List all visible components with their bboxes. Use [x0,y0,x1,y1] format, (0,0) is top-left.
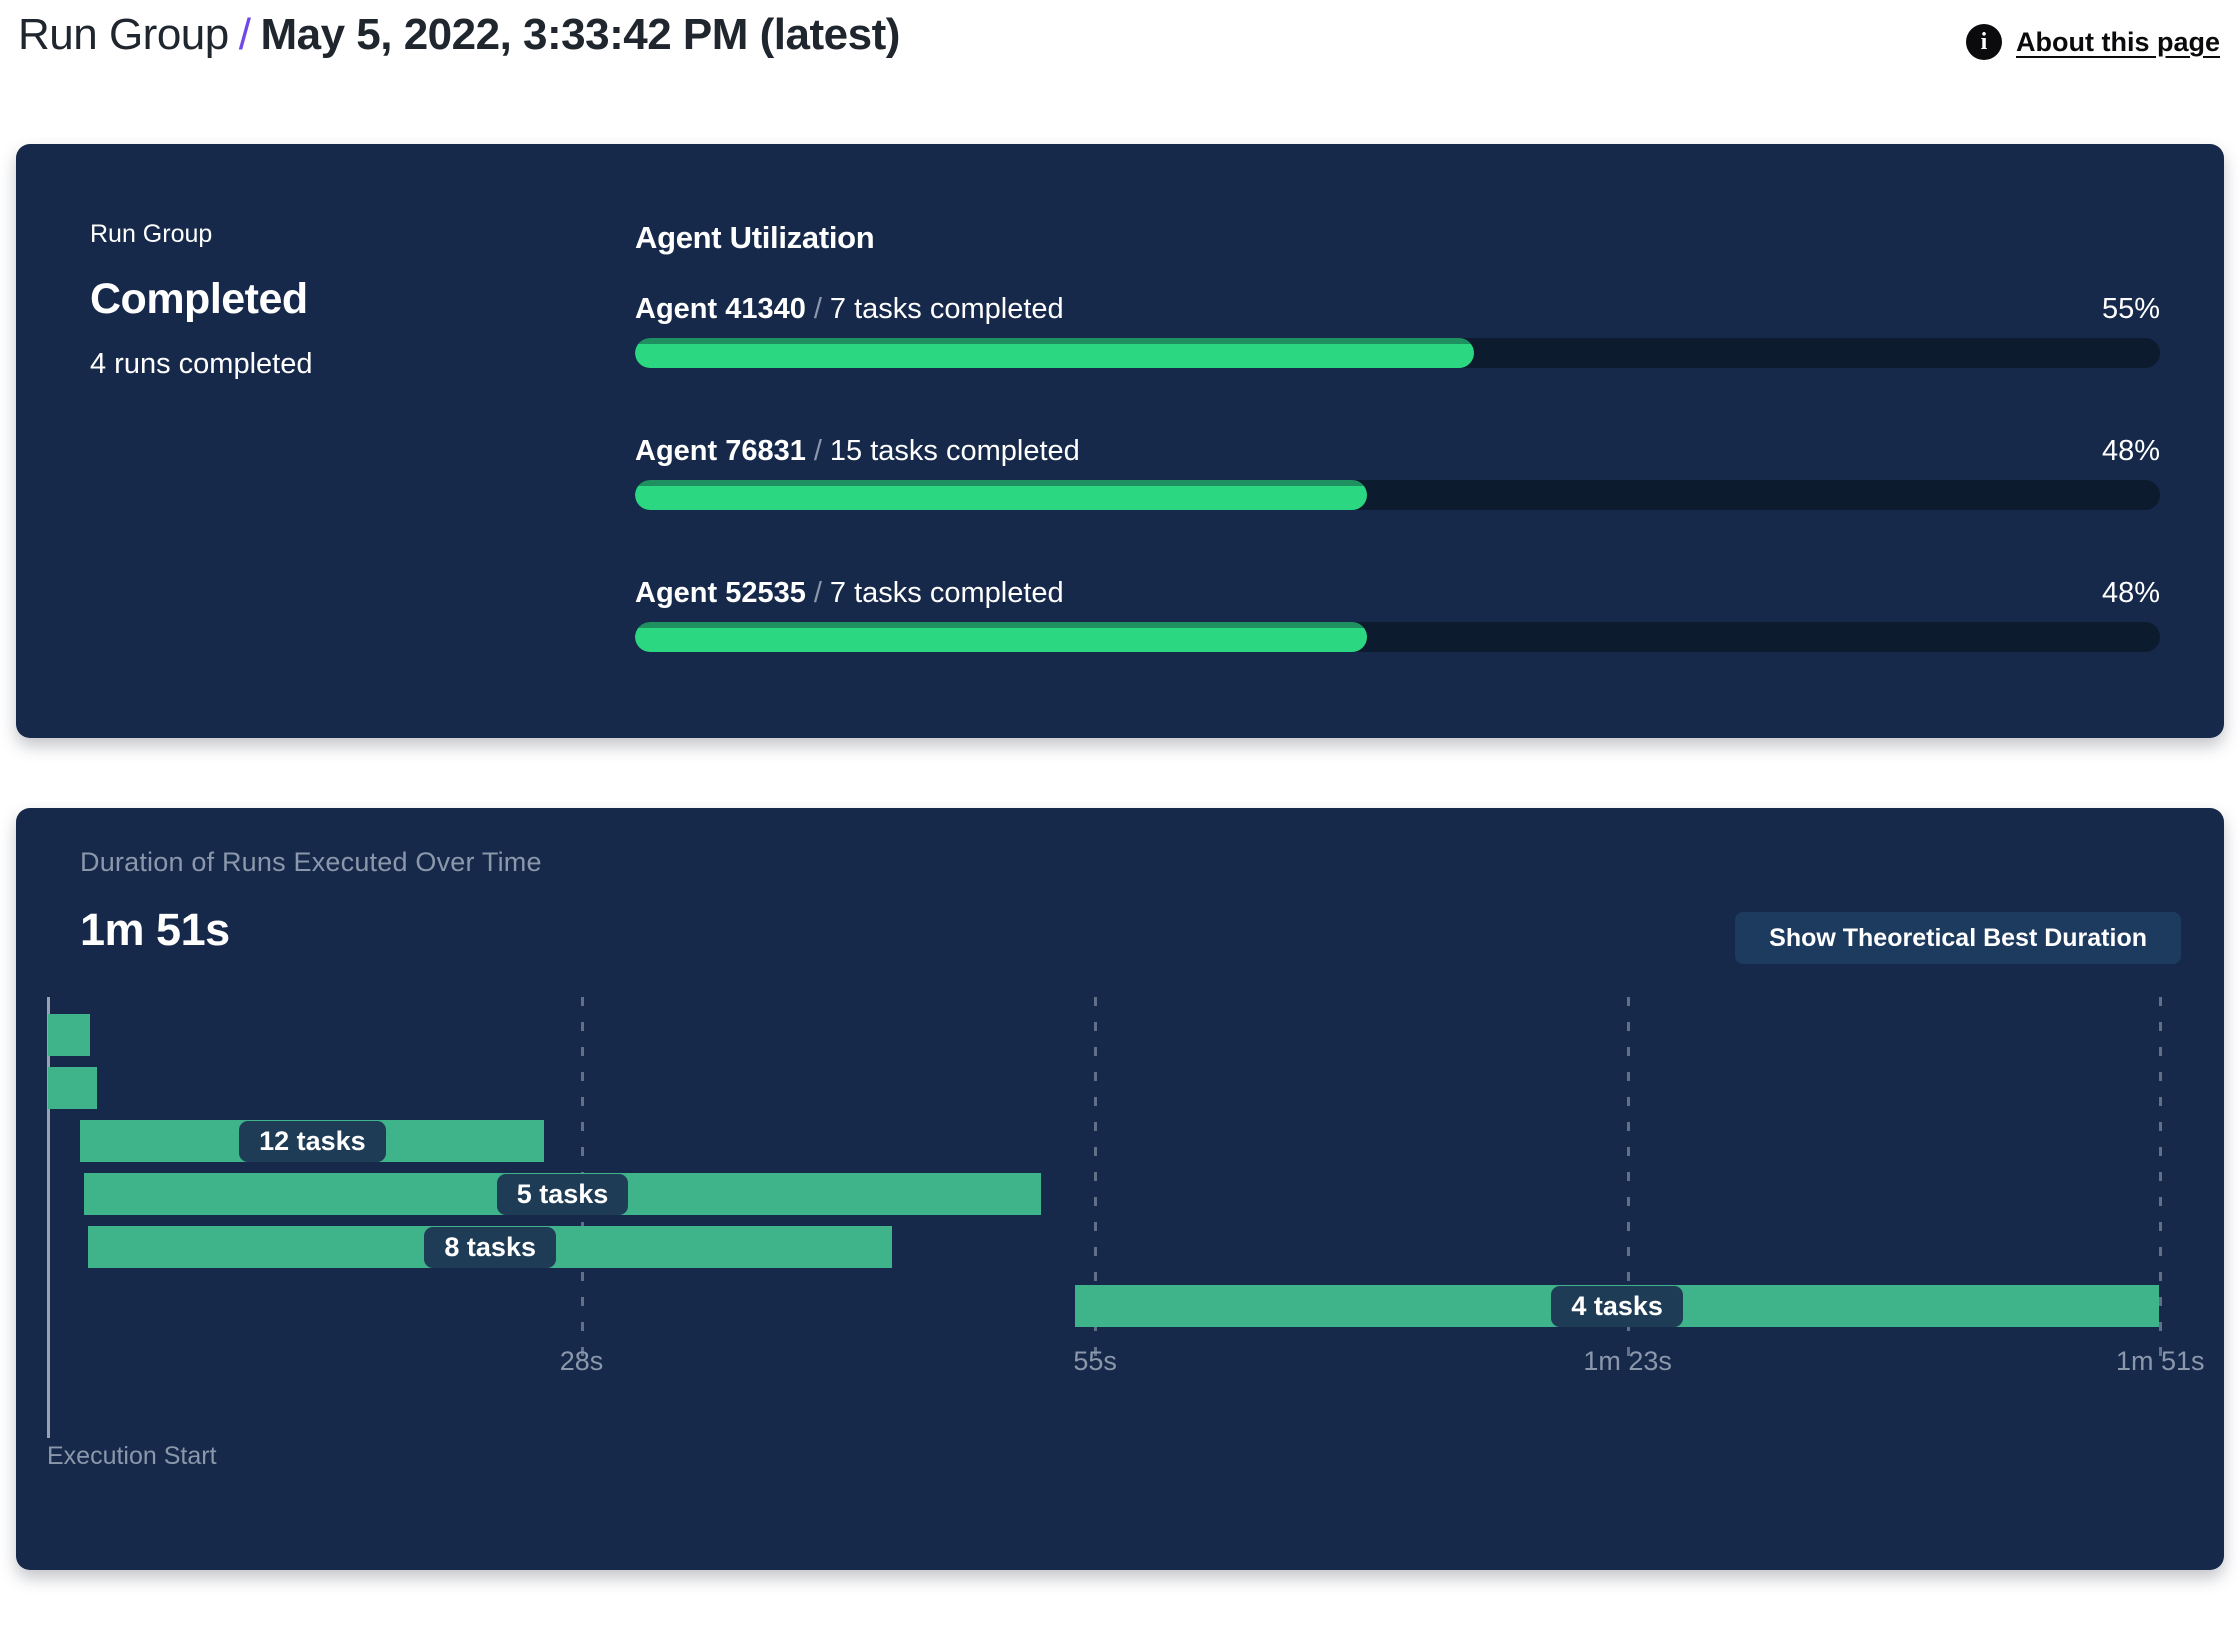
show-theoretical-best-duration-button[interactable]: Show Theoretical Best Duration [1735,912,2181,964]
agent-utilization-percent: 55% [2101,293,2160,325]
task-count-pill: 8 tasks [424,1226,556,1268]
duration-gantt-chart: Execution Start 28s 55s 1m 23s 1m 51s 12 tas… [16,808,2224,1570]
agent-label-row: Agent 41340 / 7 tasks completed 55% [635,292,2160,326]
agent-tasks-completed: 7 tasks completed [829,293,1064,325]
task-count-pill: 12 tasks [239,1120,386,1162]
time-gridline [1626,997,1630,1357]
agent-separator: / [813,293,822,325]
utilization-progress-fill [635,338,1474,368]
task-count-pill: 4 tasks [1551,1285,1683,1327]
utilization-progress-track [635,480,2160,510]
execution-start-axis-line [47,997,50,1438]
duration-of-runs-panel: Duration of Runs Executed Over Time 1m 5… [16,808,2224,1570]
about-this-page-label: About this page [2016,26,2220,57]
page-title: May 5, 2022, 3:33:42 PM (latest) [260,10,900,59]
run-group-status: Completed [90,275,308,323]
task-count-pill: 5 tasks [496,1173,629,1215]
time-gridline [2159,997,2163,1357]
run-group-status-panel: Run Group Completed 4 runs completed Age… [16,144,2224,738]
about-this-page-link[interactable]: i About this page [1966,24,2220,60]
runs-completed-summary: 4 runs completed [90,348,313,380]
breadcrumb: Run Group / May 5, 2022, 3:33:42 PM (lates… [18,10,900,60]
gantt-run-bar[interactable]: 5 tasks [84,1173,1041,1215]
agent-utilization-percent: 48% [2101,435,2160,467]
utilization-progress-track [635,338,2160,368]
utilization-progress-fill [635,622,1367,652]
agent-separator: / [813,435,822,467]
agent-separator: / [813,577,822,609]
agent-utilization-section: Agent Utilization Agent 41340 / 7 tasks … [635,220,2160,738]
gantt-run-bar[interactable]: 4 tasks [1075,1285,2160,1327]
breadcrumb-separator: / [238,10,251,59]
duration-chart-title: Duration of Runs Executed Over Time [80,847,542,877]
agent-name: Agent 52535 [635,577,806,609]
info-icon: i [1966,24,2002,60]
time-tick-label: 28s [559,1346,604,1376]
agent-tasks-completed: 15 tasks completed [829,435,1080,467]
utilization-progress-fill [635,480,1367,510]
run-group-eyebrow: Run Group [90,220,213,248]
gantt-run-bar[interactable]: 12 tasks [80,1120,545,1162]
agent-utilization-title: Agent Utilization [635,220,875,255]
time-gridline [1094,997,1098,1357]
run-group-status-column: Run Group Completed 4 runs completed [90,220,635,738]
utilization-progress-track [635,622,2160,652]
agent-tasks-completed: 7 tasks completed [829,577,1064,609]
time-tick-label: 1m 51s [2115,1346,2205,1376]
agent-name: Agent 76831 [635,435,806,467]
agent-utilization-percent: 48% [2101,577,2160,609]
gantt-run-bar[interactable] [48,1067,98,1109]
time-tick-label: 1m 23s [1583,1346,1672,1376]
time-tick-label: 55s [1073,1346,1117,1376]
agent-row: Agent 41340 / 7 tasks completed 55% [635,292,2160,368]
breadcrumb-run-group: Run Group [18,10,229,59]
agent-label-row: Agent 76831 / 15 tasks completed 48% [635,434,2160,468]
execution-start-label: Execution Start [47,1442,217,1470]
agent-name: Agent 41340 [635,293,806,325]
gantt-run-bar[interactable]: 8 tasks [87,1226,893,1268]
total-duration-value: 1m 51s [80,904,230,955]
page-header: Run Group / May 5, 2022, 3:33:42 PM (lates… [0,0,2240,82]
agent-label-row: Agent 52535 / 7 tasks completed 48% [635,576,2160,610]
agent-row: Agent 52535 / 7 tasks completed 48% [635,576,2160,652]
agent-row: Agent 76831 / 15 tasks completed 48% [635,434,2160,510]
gantt-run-bar[interactable] [48,1014,90,1056]
